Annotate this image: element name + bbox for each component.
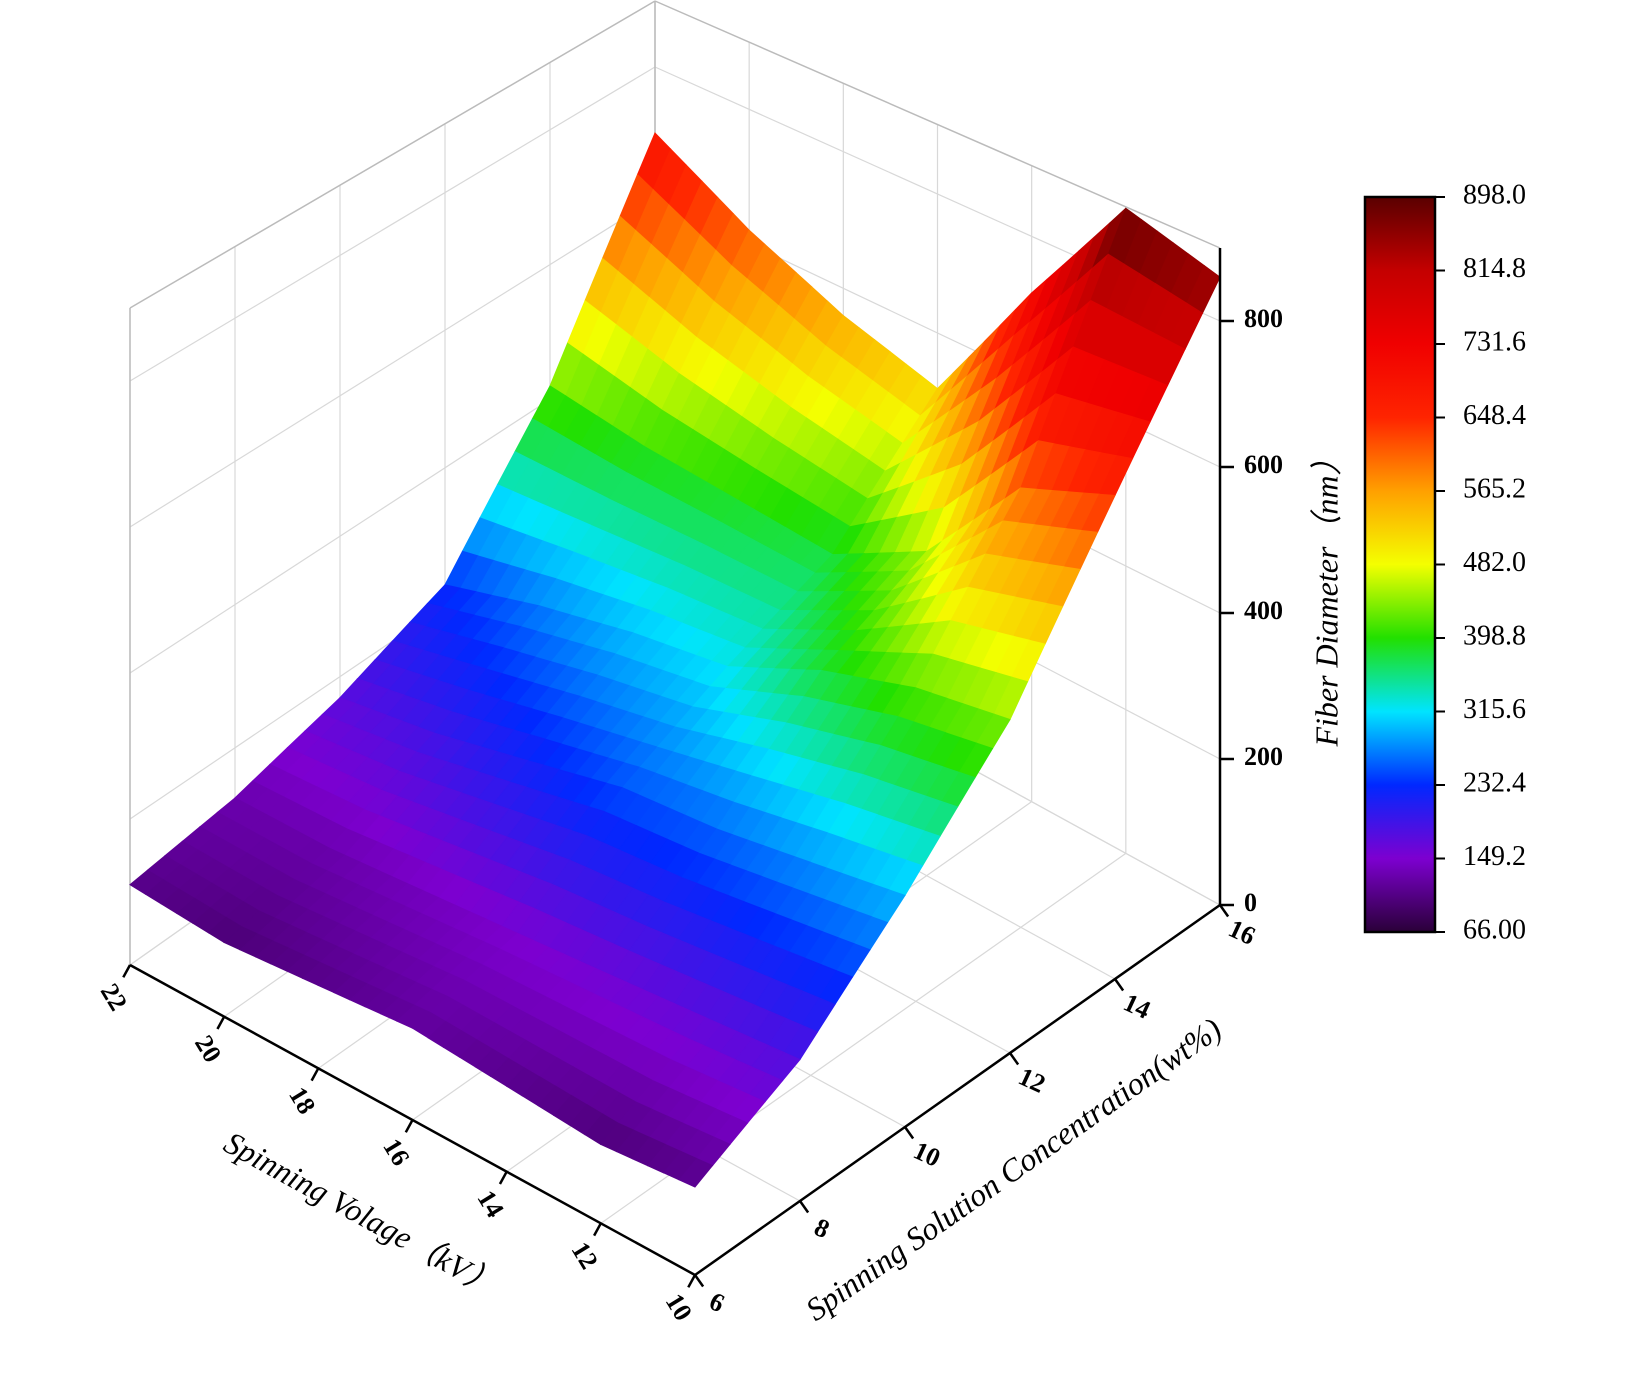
x-tick-label: 14 — [471, 1185, 509, 1222]
colorbar — [1363, 195, 1437, 934]
z-tick-label: 200 — [1244, 742, 1283, 771]
colorbar-tick-label: 814.8 — [1463, 253, 1526, 284]
z-tick-label: 800 — [1244, 304, 1283, 333]
box-edge — [129, 0, 656, 309]
x-tick — [122, 964, 132, 978]
colorbar-tick-label: 565.2 — [1463, 473, 1526, 504]
x-tick — [593, 1222, 602, 1237]
y-tick-label: 6 — [705, 1286, 729, 1318]
y-tick-label: 16 — [1224, 914, 1260, 951]
y-tick — [1008, 1052, 1020, 1066]
x-tick — [498, 1171, 508, 1185]
wall-grid-line — [129, 198, 656, 528]
colorbar-tick-label: 898.0 — [1463, 179, 1526, 210]
z-tick-label: 600 — [1244, 450, 1283, 479]
x-tick-label: 12 — [566, 1237, 604, 1274]
z-tick-label: 0 — [1244, 888, 1257, 917]
x-tick-label: 18 — [283, 1082, 321, 1119]
z-tick-label: 400 — [1244, 596, 1283, 625]
y-tick — [903, 1126, 915, 1140]
y-tick-label: 12 — [1014, 1062, 1050, 1099]
y-tick-label: 10 — [909, 1136, 945, 1173]
z-axis-title: Fiber Diameter（nm） — [1308, 443, 1344, 747]
x-tick-label: 10 — [660, 1288, 698, 1325]
surface-layer — [129, 132, 1221, 1188]
colorbar-tick-label: 232.4 — [1463, 767, 1526, 798]
colorbar-tick-label: 398.8 — [1463, 620, 1526, 651]
y-tick-label: 14 — [1119, 988, 1155, 1025]
y-tick — [1113, 978, 1125, 992]
colorbar-tick-label: 315.6 — [1463, 694, 1526, 725]
colorbar-tick-label: 149.2 — [1463, 841, 1526, 872]
colorbar-tick-label: 66.00 — [1463, 914, 1526, 945]
x-tick-label: 16 — [377, 1133, 415, 1170]
x-tick-label: 22 — [95, 978, 133, 1015]
y-tick — [1218, 904, 1230, 918]
colorbar-tick-label: 648.4 — [1463, 400, 1526, 431]
wall-grid-line — [129, 66, 656, 382]
y-tick — [798, 1200, 810, 1214]
x-axis-title: Spinning Volage（kV） — [218, 1124, 504, 1303]
y-tick-label: 8 — [810, 1212, 834, 1244]
y-tick — [693, 1274, 705, 1288]
surface-patch — [678, 1157, 714, 1188]
x-tick-label: 20 — [189, 1030, 227, 1067]
axis-line — [694, 903, 1221, 1277]
colorbar-tick-label: 731.6 — [1463, 326, 1526, 357]
colorbar-tick-label: 482.0 — [1463, 547, 1526, 578]
x-tick — [310, 1067, 320, 1082]
x-tick — [216, 1016, 226, 1030]
x-tick — [687, 1274, 697, 1288]
x-tick — [404, 1119, 414, 1133]
box-edge — [654, 0, 1221, 249]
